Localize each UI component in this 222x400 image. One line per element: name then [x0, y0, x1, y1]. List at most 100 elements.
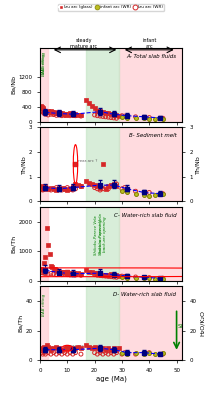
Point	[147, 274, 151, 281]
Point	[120, 273, 124, 279]
Point	[68, 350, 72, 356]
Point	[134, 115, 137, 121]
Point	[109, 114, 113, 121]
Point	[90, 269, 94, 276]
Point	[44, 108, 47, 115]
Point	[74, 345, 77, 352]
Point	[112, 115, 115, 121]
Point	[52, 111, 56, 118]
Point	[109, 271, 113, 277]
Point	[61, 111, 65, 118]
Point	[98, 346, 102, 353]
Point	[44, 184, 47, 191]
Point	[52, 266, 56, 272]
Point	[63, 350, 66, 356]
Point	[93, 112, 96, 118]
Point	[41, 270, 44, 276]
Point	[60, 110, 63, 116]
Point	[42, 110, 46, 117]
Point	[93, 350, 96, 356]
Point	[85, 178, 88, 185]
Point	[101, 186, 105, 192]
Point	[109, 350, 113, 356]
Bar	[40, 128, 48, 201]
Bar	[119, 207, 182, 280]
Point	[52, 109, 56, 116]
Point	[123, 184, 127, 191]
Point	[42, 260, 46, 266]
Point	[115, 346, 118, 353]
Point	[126, 114, 129, 121]
Point	[120, 351, 124, 357]
Point	[60, 351, 63, 357]
Point	[65, 184, 69, 191]
Point	[56, 110, 59, 117]
Point	[101, 109, 105, 115]
Point	[76, 112, 80, 118]
Bar	[40, 207, 48, 280]
Point	[55, 344, 58, 350]
Point	[161, 350, 165, 356]
Point	[115, 181, 118, 187]
Point	[147, 116, 151, 122]
Point	[98, 272, 102, 279]
Point	[120, 112, 124, 119]
Point	[71, 111, 75, 117]
Point	[115, 350, 118, 356]
Point	[115, 183, 118, 190]
Point	[46, 242, 50, 248]
Point	[48, 345, 51, 352]
Point	[87, 344, 91, 350]
Point	[74, 181, 77, 187]
Point	[41, 109, 44, 115]
Point	[50, 264, 54, 270]
Point	[63, 345, 66, 352]
Point	[161, 116, 165, 122]
Point	[107, 183, 110, 190]
Y-axis label: Th/Nb: Th/Nb	[196, 155, 201, 174]
Point	[76, 344, 80, 350]
Point	[52, 271, 56, 277]
Point	[123, 113, 127, 119]
Text: Shikoku-Parece Vela
back-arc opening: Shikoku-Parece Vela back-arc opening	[99, 213, 107, 254]
Point	[147, 114, 151, 121]
Point	[74, 161, 77, 168]
Point	[101, 273, 105, 279]
Point	[53, 266, 57, 272]
Point	[104, 184, 107, 191]
Point	[98, 350, 102, 356]
Bar	[86, 286, 119, 360]
Point	[147, 189, 151, 196]
Point	[95, 107, 99, 114]
Point	[49, 111, 53, 118]
Point	[134, 188, 137, 194]
Point	[40, 104, 44, 110]
Point	[56, 268, 59, 274]
Point	[57, 271, 61, 278]
Point	[46, 112, 50, 118]
Point	[55, 267, 58, 274]
Point	[161, 351, 165, 357]
Point	[65, 345, 69, 352]
Point	[55, 351, 58, 357]
Y-axis label: Ba/Th: Ba/Th	[10, 235, 16, 253]
Point	[107, 351, 110, 357]
Point	[93, 104, 96, 111]
Point	[85, 342, 88, 348]
Point	[55, 272, 58, 278]
Point	[90, 345, 94, 352]
Point	[98, 108, 102, 114]
Point	[46, 350, 50, 356]
Point	[79, 345, 83, 352]
Point	[59, 110, 62, 116]
Point	[134, 351, 137, 357]
Point	[71, 187, 75, 193]
Point	[61, 268, 65, 275]
Point	[76, 270, 80, 277]
Point	[90, 103, 94, 109]
Point	[147, 193, 151, 199]
Point	[65, 112, 69, 118]
Point	[44, 345, 47, 352]
Point	[101, 161, 105, 168]
Point	[63, 111, 66, 117]
